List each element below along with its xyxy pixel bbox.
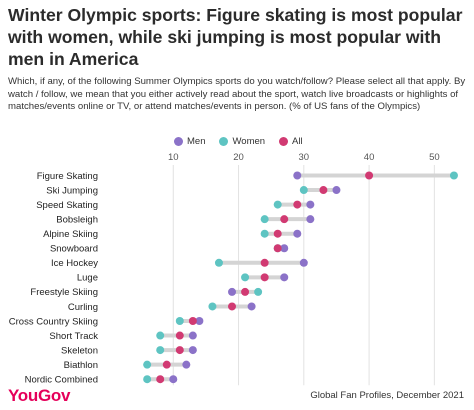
- category-label: Figure Skating: [37, 171, 98, 182]
- category-label: Skeleton: [61, 345, 98, 356]
- data-point-women: [449, 171, 458, 180]
- data-point-men: [247, 302, 256, 311]
- data-point-all: [280, 215, 289, 224]
- category-label: Curling: [68, 302, 98, 313]
- data-point-men: [188, 346, 197, 355]
- data-point-men: [280, 244, 289, 253]
- yougov-logo: YouGov: [8, 386, 71, 405]
- legend-swatch-all: [279, 137, 289, 146]
- data-point-all: [293, 200, 302, 209]
- x-tick-label: 50: [429, 152, 440, 163]
- data-point-all: [228, 302, 237, 311]
- data-point-all: [273, 229, 282, 238]
- data-point-men: [188, 331, 197, 340]
- category-label: Nordic Combined: [25, 375, 98, 386]
- data-point-all: [365, 171, 374, 180]
- source-note: Global Fan Profiles, December 2021: [310, 390, 464, 401]
- data-point-all: [156, 375, 165, 384]
- data-point-women: [260, 215, 269, 224]
- data-point-women: [156, 331, 165, 340]
- data-point-men: [332, 186, 341, 195]
- x-tick-label: 20: [233, 152, 244, 163]
- data-point-women: [143, 375, 152, 384]
- data-point-men: [299, 258, 308, 267]
- data-point-men: [169, 375, 178, 384]
- legend-label-women: Women: [232, 136, 266, 147]
- data-point-all: [175, 331, 184, 340]
- data-point-all: [319, 186, 328, 195]
- legend-swatch-women: [219, 137, 229, 146]
- category-label: Biathlon: [64, 360, 98, 371]
- legend-label-all: All: [292, 136, 303, 147]
- data-point-women: [241, 273, 250, 282]
- data-point-all: [273, 244, 282, 253]
- data-point-all: [175, 346, 184, 355]
- chart-legend: Men Women All: [174, 136, 303, 147]
- category-label: Alpine Skiing: [43, 229, 98, 240]
- data-point-men: [182, 360, 191, 369]
- legend-swatch-men: [174, 137, 183, 146]
- data-point-men: [306, 200, 315, 209]
- data-point-women: [214, 258, 223, 267]
- category-label: Cross Country Skiing: [9, 316, 98, 327]
- data-point-men: [195, 317, 204, 325]
- data-point-all: [260, 273, 269, 282]
- data-point-men: [293, 229, 302, 238]
- data-point-men: [293, 171, 302, 180]
- chart-title: Winter Olympic sports: Figure skating is…: [8, 5, 463, 69]
- data-point-women: [260, 229, 269, 238]
- data-point-all: [260, 258, 269, 267]
- data-point-men: [280, 273, 289, 282]
- category-label: Freestyle Skiing: [30, 287, 98, 298]
- x-tick-label: 40: [364, 152, 375, 163]
- data-point-women: [175, 317, 184, 325]
- data-point-men: [228, 287, 237, 296]
- category-label: Ski Jumping: [46, 185, 98, 196]
- category-label: Ice Hockey: [51, 258, 98, 269]
- legend-label-men: Men: [187, 136, 206, 147]
- data-point-women: [143, 360, 152, 369]
- x-tick-label: 30: [299, 152, 310, 163]
- data-point-men: [306, 215, 315, 224]
- category-label: Speed Skating: [36, 200, 98, 211]
- data-point-all: [162, 360, 171, 369]
- legend-item-men: Men: [174, 136, 205, 147]
- category-label: Luge: [77, 273, 98, 284]
- data-point-women: [273, 200, 282, 209]
- chart-subtitle: Which, if any, of the following Summer O…: [8, 76, 466, 112]
- data-point-women: [156, 346, 165, 355]
- category-label: Short Track: [49, 331, 98, 342]
- legend-item-women: Women: [219, 136, 265, 147]
- legend-item-all: All: [279, 136, 303, 147]
- data-point-women: [208, 302, 217, 311]
- data-point-all: [241, 287, 250, 296]
- data-point-all: [188, 317, 197, 325]
- data-point-women: [299, 186, 308, 195]
- data-point-women: [254, 287, 263, 296]
- category-label: Bobsleigh: [56, 214, 98, 225]
- x-tick-label: 10: [168, 152, 179, 163]
- category-label: Snowboard: [50, 244, 98, 255]
